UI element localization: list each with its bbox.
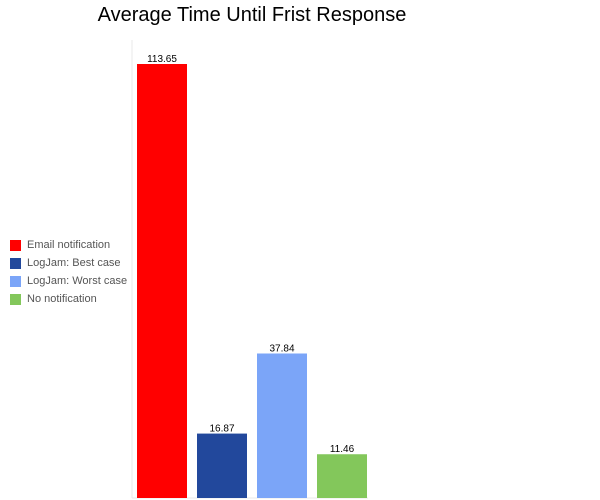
legend-swatch [10,239,21,251]
legend-label: LogJam: Best case [27,257,121,269]
bar-logjam-best-case [197,433,247,498]
legend-swatch [10,275,21,287]
chart-legend: Email notification LogJam: Best case Log… [10,236,127,308]
legend-swatch [10,293,21,305]
legend-item-email-notification: Email notification [10,236,127,254]
chart-title: Average Time Until Frist Response [97,4,407,26]
legend-label: No notification [27,293,97,305]
legend-item-logjam-best-case: LogJam: Best case [10,254,127,272]
data-label-logjam-worst-case: 37.84 [269,343,294,354]
bars-group: 113.65 16.87 37.84 11.46 [137,54,367,498]
data-label-no-notification: 11.46 [330,444,355,455]
bar-email-notification [137,64,187,498]
legend-item-no-notification: No notification [10,290,127,308]
legend-swatch [10,257,21,269]
legend-label: Email notification [27,239,111,251]
legend-label: LogJam: Worst case [27,275,128,287]
data-label-email-notification: 113.65 [147,54,177,65]
data-label-logjam-best-case: 16.87 [209,424,234,435]
legend-item-logjam-worst-case: LogJam: Worst case [10,272,127,290]
bar-logjam-worst-case [257,353,307,498]
bar-no-notification [317,454,367,498]
